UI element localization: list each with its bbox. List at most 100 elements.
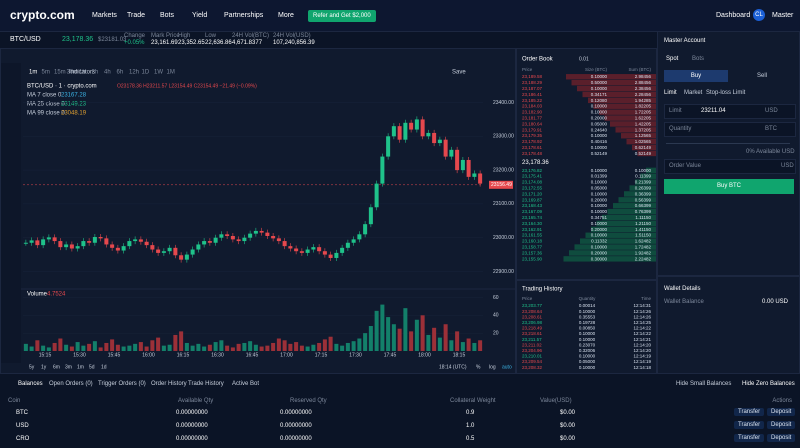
transfer[interactable]: Transfer [734, 434, 765, 442]
ob-cell: 23,182.90 [522, 110, 543, 115]
candle [311, 247, 316, 250]
label: Order Value [669, 163, 701, 169]
th-cell: 23,209.54 [522, 359, 543, 364]
volume-bar [121, 346, 126, 351]
cell: USD [16, 423, 29, 429]
volume-bar [35, 340, 40, 351]
volume-bar [190, 345, 195, 351]
stat-value: 107,240,856.39 [273, 40, 315, 46]
candle [207, 241, 212, 243]
volume-bar [98, 347, 103, 351]
candle [144, 241, 149, 246]
tab-bots[interactable]: Bots [692, 56, 705, 62]
candle [46, 237, 51, 240]
type-market[interactable]: Market [684, 90, 703, 96]
candle [190, 249, 195, 255]
volume-bar [207, 344, 212, 351]
logo[interactable]: crypto.com [10, 8, 75, 22]
hide-small[interactable]: Hide Small Balances [676, 381, 732, 387]
volume-bar [87, 343, 92, 351]
ob-cell: 23,169.87 [522, 197, 543, 202]
save: Save [452, 70, 466, 76]
candle [52, 237, 57, 242]
volume-bar [437, 337, 442, 351]
volume-bar [322, 339, 327, 351]
type-stop[interactable]: Stop-loss Limit [706, 90, 746, 96]
dashboard-link[interactable]: Dashboard [716, 12, 751, 19]
hide-zero[interactable]: Hide Zero Balances [742, 381, 795, 387]
ob-cell: 2.28456 [635, 92, 652, 97]
interval: 1W [154, 70, 163, 76]
volume-bar [420, 315, 425, 351]
ma-value: 23167.28 [61, 93, 87, 99]
ob-cell: 1.72205 [635, 110, 652, 115]
volume-bar [52, 342, 57, 351]
value-input[interactable]: Order Value USD [664, 159, 796, 174]
volume-bar [288, 343, 293, 351]
candle [340, 247, 345, 253]
volume-bar [236, 343, 241, 351]
volume-bar [478, 340, 483, 351]
th-cell: 23,204.96 [522, 348, 543, 353]
pair[interactable]: BTC/USD [10, 36, 41, 43]
ob-step: 0.01 [579, 56, 589, 62]
th-cell: 0.23070 [579, 342, 596, 347]
candle [35, 240, 40, 246]
buy-tab[interactable]: Buy [664, 70, 728, 82]
type-limit[interactable]: Limit [664, 90, 677, 96]
candle [219, 234, 224, 238]
account-name[interactable]: Master [772, 12, 794, 19]
candle [138, 239, 143, 242]
volume-bar [167, 344, 172, 351]
th-col: Quantity [579, 296, 597, 301]
volume-bar [282, 340, 287, 351]
bottom-tab: Order History [151, 381, 187, 387]
x-tick-label: 16:45 [246, 352, 259, 358]
qty-input[interactable]: Quantity BTC [664, 122, 796, 137]
th-cell: 12:14:22 [633, 326, 651, 331]
ob-col: Price [522, 67, 533, 72]
slider[interactable] [666, 143, 790, 144]
available: 0% Available USD [746, 149, 795, 155]
th-cell: 0.10000 [579, 365, 596, 370]
deposit[interactable]: Deposit [767, 408, 796, 416]
deposit[interactable]: Deposit [767, 421, 796, 429]
x-tick-label: 17:15 [315, 352, 328, 358]
candle [466, 159, 471, 177]
ob-cell: 1.82205 [635, 104, 652, 109]
volume-bar [202, 346, 207, 351]
avatar[interactable]: CL [753, 9, 765, 21]
volume-bar [374, 310, 379, 351]
candle [472, 173, 477, 177]
interval: 4h [104, 70, 111, 76]
y-tick-label: 23300.00 [493, 134, 514, 140]
th-cell: 23,211.02 [522, 342, 542, 347]
depth [632, 144, 656, 151]
submit-button[interactable]: Buy BTC [664, 179, 794, 194]
form-title: Master Account [664, 38, 706, 44]
depth [613, 203, 656, 209]
wallet-title: Wallet Details [664, 286, 701, 292]
limit-input[interactable]: Limit 23211.04 USD [664, 104, 796, 119]
sell-tab[interactable]: Sell [756, 73, 767, 79]
candle [328, 254, 333, 258]
volume-bar [305, 346, 310, 351]
th-cell: 0.19728 [579, 320, 596, 325]
candle [110, 244, 115, 248]
candle [432, 132, 437, 144]
ob-cell: 23,158.77 [522, 244, 543, 249]
tab-spot[interactable]: Spot [666, 56, 679, 62]
interval: 30m [67, 70, 79, 76]
bottom-tab: Active Bot [232, 381, 260, 387]
volume-bar [409, 331, 414, 351]
ob-cell: 0.10000 [591, 86, 608, 91]
deposit[interactable]: Deposit [767, 434, 796, 442]
transfer[interactable]: Transfer [734, 421, 765, 429]
refer-button[interactable]: Refer and Get $2,000 [308, 10, 376, 22]
transfer[interactable]: Transfer [734, 408, 765, 416]
x-tick-label: 15:15 [39, 352, 52, 358]
depth [604, 115, 656, 121]
ob-cell: 0.10000 [591, 233, 608, 238]
bottom-tab: Open Orders (0) [49, 381, 93, 387]
ob-cell: 0.20000 [591, 227, 608, 232]
